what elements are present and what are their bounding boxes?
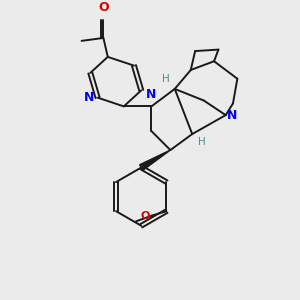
Text: O: O (140, 211, 150, 221)
Text: N: N (227, 109, 238, 122)
Text: H: H (198, 137, 206, 147)
Text: N: N (146, 88, 157, 101)
Text: H: H (162, 74, 170, 84)
Text: O: O (98, 1, 109, 14)
Polygon shape (140, 150, 170, 170)
Text: N: N (84, 91, 95, 104)
